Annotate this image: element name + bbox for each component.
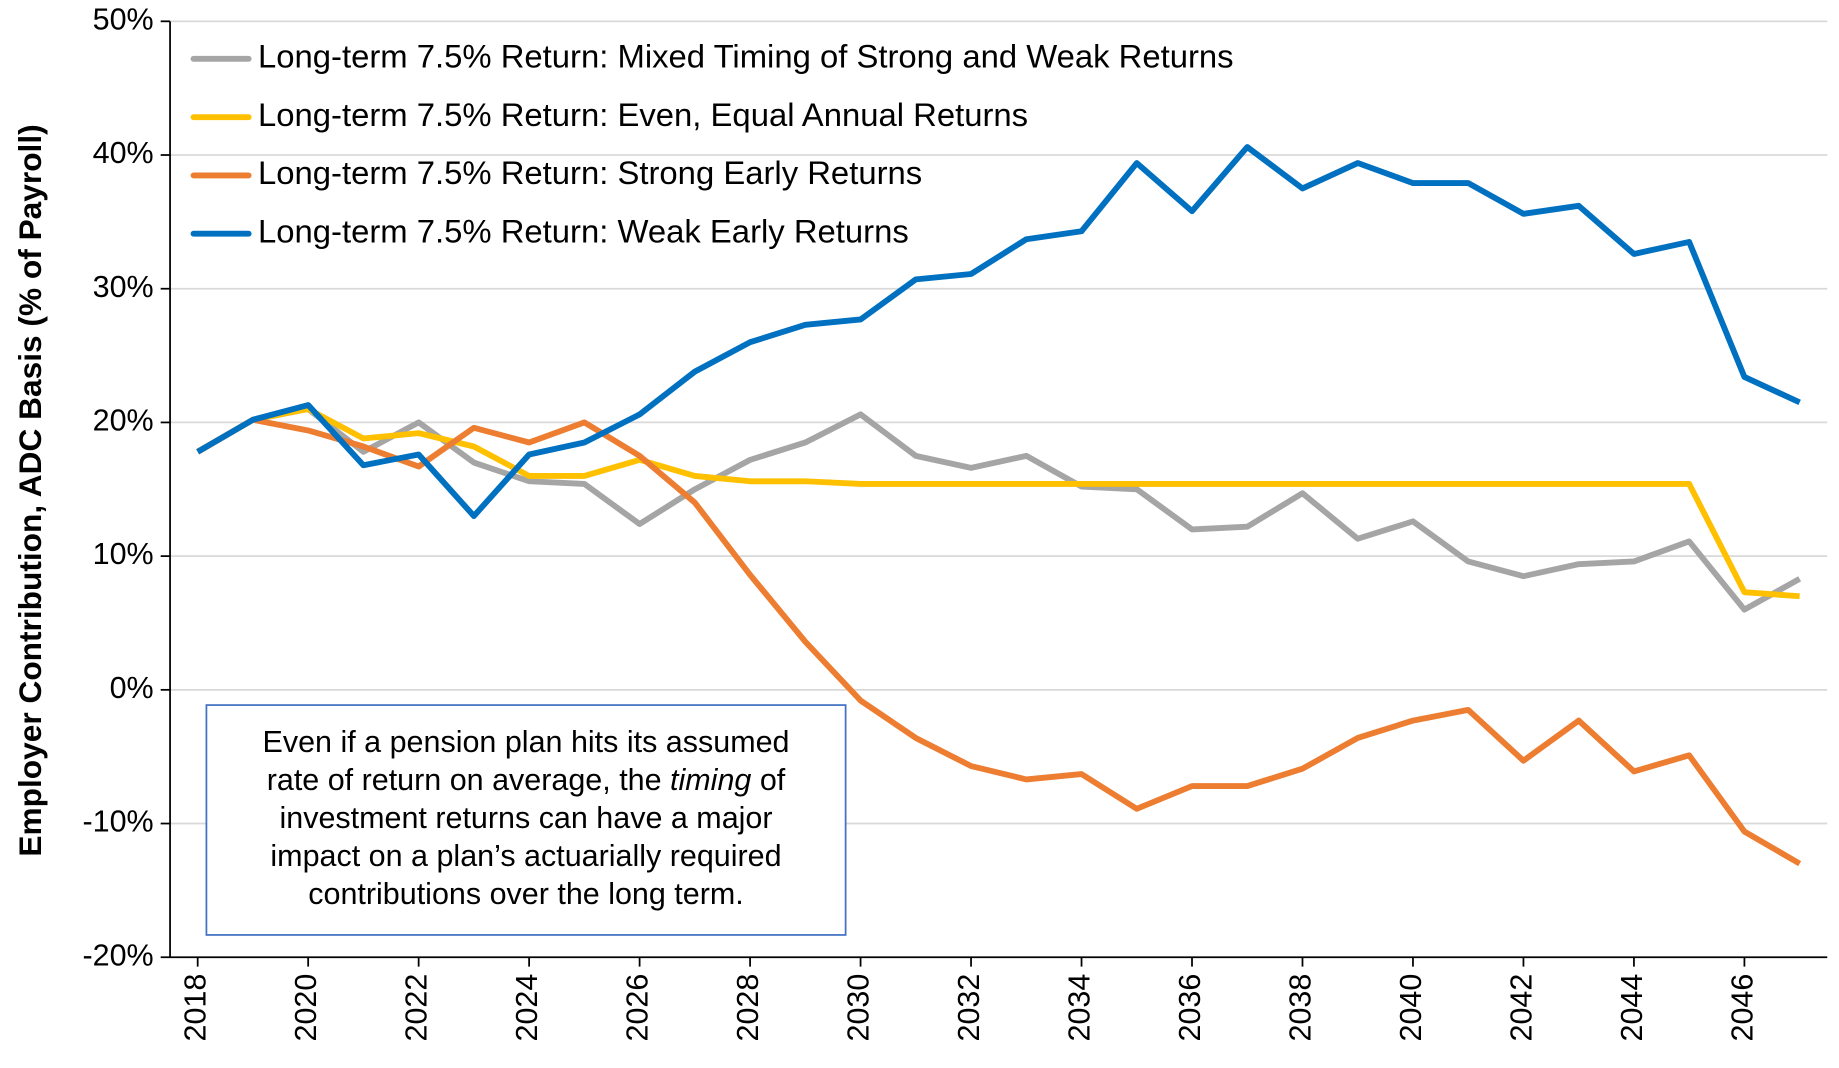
annotation-part: impact on a plan’s actuarially required <box>270 839 781 873</box>
y-axis-label: Employer Contribution, ADC Basis (% of P… <box>12 124 48 856</box>
annotation-part: timing <box>670 763 751 797</box>
annotation-text: rate of return on average, the timing of <box>267 763 786 797</box>
y-tick-label: 20% <box>93 403 154 437</box>
annotation-part: rate of return on average, the <box>267 763 670 797</box>
annotation-part: Even if a pension plan hits its assumed <box>263 725 790 759</box>
x-tick-label: 2040 <box>1394 974 1428 1042</box>
series-line <box>196 406 1800 600</box>
y-tick-label: -20% <box>82 938 153 972</box>
x-tick-label: 2038 <box>1284 974 1318 1042</box>
x-tick-label: 2018 <box>179 974 213 1042</box>
y-tick-label: 30% <box>93 270 154 304</box>
x-tick-label: 2030 <box>842 974 876 1042</box>
annotation-text: contributions over the long term. <box>308 877 743 911</box>
y-tick-label: 10% <box>93 537 154 571</box>
annotation-text: investment returns can have a major <box>279 801 772 835</box>
x-tick-label: 2046 <box>1725 974 1759 1042</box>
series-line <box>196 406 1802 613</box>
y-tick-label: -10% <box>82 805 153 839</box>
legend-label: Long-term 7.5% Return: Strong Early Retu… <box>258 154 922 191</box>
legend-label: Long-term 7.5% Return: Weak Early Return… <box>258 212 909 249</box>
annotation-part: of <box>751 763 785 797</box>
y-tick-label: 40% <box>93 136 154 170</box>
annotation-text: impact on a plan’s actuarially required <box>270 839 781 873</box>
x-tick-label: 2028 <box>731 974 765 1042</box>
x-tick-label: 2020 <box>289 974 323 1042</box>
x-tick-label: 2026 <box>621 974 655 1042</box>
series-line <box>196 416 1802 867</box>
legend-label: Long-term 7.5% Return: Mixed Timing of S… <box>258 38 1234 75</box>
x-tick-label: 2024 <box>510 974 544 1042</box>
x-tick-label: 2034 <box>1063 974 1097 1042</box>
y-tick-label: 0% <box>110 671 154 705</box>
annotation-text: Even if a pension plan hits its assumed <box>263 725 790 759</box>
series-line <box>196 144 1801 519</box>
annotation-part: investment returns can have a major <box>279 801 772 835</box>
annotation-part: contributions over the long term. <box>308 877 743 911</box>
y-tick-label: 50% <box>93 2 154 36</box>
annotation-box <box>205 704 847 936</box>
legend-label: Long-term 7.5% Return: Even, Equal Annua… <box>258 96 1028 133</box>
x-tick-label: 2032 <box>952 974 986 1042</box>
x-tick-label: 2022 <box>400 974 434 1042</box>
x-tick-label: 2042 <box>1504 974 1538 1042</box>
x-tick-label: 2044 <box>1615 974 1649 1042</box>
x-tick-label: 2036 <box>1173 974 1207 1042</box>
